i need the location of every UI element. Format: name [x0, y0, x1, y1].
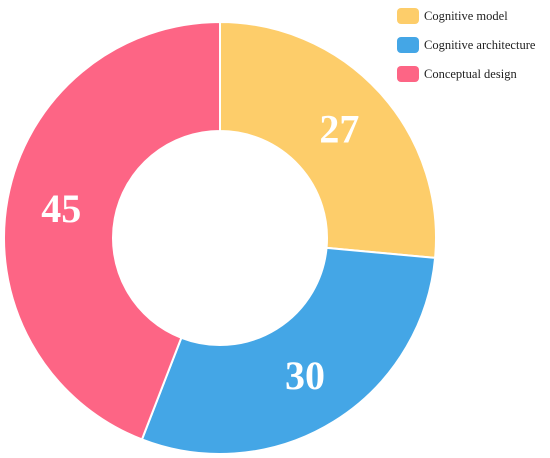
- legend-label-cognitive-model: Cognitive model: [424, 9, 508, 23]
- slice-conceptual-design: [3, 20, 221, 441]
- value-label-cognitive-architecture: 30: [285, 353, 325, 398]
- legend-swatch-cognitive-model: [397, 8, 419, 24]
- legend-swatch-cognitive-architecture: [397, 37, 419, 53]
- value-label-cognitive-model: 27: [319, 107, 359, 152]
- legend: Cognitive model Cognitive architecture Con…: [397, 8, 536, 82]
- slice-cognitive-architecture: [140, 246, 437, 455]
- slices-group: [3, 20, 437, 455]
- legend-swatch-conceptual-design: [397, 66, 419, 82]
- value-labels-group: 27 30 45: [41, 107, 359, 398]
- legend-label-cognitive-architecture: Cognitive architecture: [424, 38, 536, 52]
- slice-cognitive-model: [219, 20, 437, 260]
- legend-label-conceptual-design: Conceptual design: [424, 67, 517, 81]
- value-label-conceptual-design: 45: [41, 186, 81, 231]
